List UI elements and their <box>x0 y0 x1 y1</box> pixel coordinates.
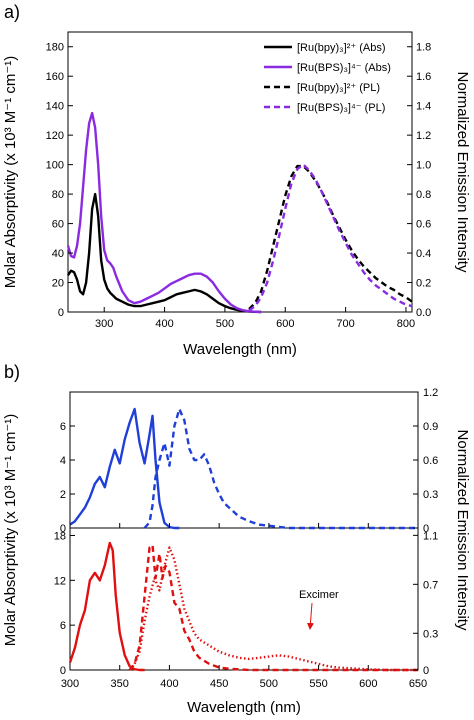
panel-a-y-ticks: 0 20 40 60 80 100 120 140 160 180 <box>46 42 73 319</box>
panel-b-x-tick-label: 600 <box>359 678 377 690</box>
panel-b-y-ticks: 0 2 4 6 0 6 12 18 <box>54 421 75 677</box>
legend-label-3: [Ru(BPS)₃]⁴⁻ (PL) <box>297 102 385 114</box>
panel-a-y-right-tick-label: 0.6 <box>416 219 431 231</box>
panel-a-y-right-tick-label: 1.6 <box>416 71 431 83</box>
panel-b-bottom-series-0-line <box>68 541 145 672</box>
panel-a-series-3-line <box>248 163 413 312</box>
panel-b-top-series-0-line <box>69 407 180 530</box>
panel-a-x-tick-label: 600 <box>276 318 294 330</box>
panel-b-x-tick-label: 350 <box>111 678 129 690</box>
panel-b-x-tick-label: 450 <box>210 678 228 690</box>
panel-a-y-tick-label: 40 <box>52 248 64 260</box>
excimer-annotation: Excimer <box>299 589 339 601</box>
panel-b-label: b) <box>4 362 20 382</box>
panel-a-y-right-tick-label: 0.2 <box>416 278 431 290</box>
panel-b-top-y-tick-label: 6 <box>60 421 66 433</box>
panel-b-bottom-y-right-tick-label: 0.3 <box>423 628 438 640</box>
panel-b-bottom-y-tick-label: 18 <box>54 530 66 542</box>
panel-a-y-tick-label: 60 <box>52 219 64 231</box>
panel-b-x-tick-label: 500 <box>260 678 278 690</box>
panel-b-bottom-y-tick-label: 12 <box>54 575 66 587</box>
panel-a-y-right-tick-label: 0.8 <box>416 189 431 201</box>
panel-b-top-y-tick-label: 4 <box>60 455 66 467</box>
panel-b-top-y-tick-label: 2 <box>60 489 66 501</box>
panel-a-y-tick-label: 180 <box>46 42 64 54</box>
panel-a-y-tick-label: 80 <box>52 189 64 201</box>
panel-a-x-tick-label: 400 <box>155 318 173 330</box>
panel-a: a) 300 400 500 600 700 800 0 20 40 60 80 100 120 140… <box>2 2 471 358</box>
panel-b-series <box>68 407 418 672</box>
panel-a-y-tick-label: 120 <box>46 130 64 142</box>
panel-b-x-tick-label: 550 <box>309 678 327 690</box>
panel-b-top-y-right-tick-label: 0.6 <box>423 455 438 467</box>
panel-a-label: a) <box>4 2 20 22</box>
panel-a-x-tick-label: 800 <box>397 318 415 330</box>
panel-a-y-right-tick-label: 1.4 <box>416 101 431 113</box>
panel-a-series-1-line <box>66 111 262 314</box>
panel-a-y-right-tick-label: 0.0 <box>416 307 431 319</box>
legend-label-0: [Ru(bpy)₃]²⁺ (Abs) <box>297 42 386 54</box>
panel-a-legend: [Ru(bpy)₃]²⁺ (Abs) [Ru(BPS)₃]⁴⁻ (Abs) [Ru(… <box>264 42 391 114</box>
panel-a-series-0-line <box>67 192 262 314</box>
panel-a-y-tick-label: 160 <box>46 71 64 83</box>
panel-a-x-ticks: 300 400 500 600 700 800 <box>95 307 415 330</box>
panel-b-x-tick-label: 650 <box>409 678 427 690</box>
panel-b-bottom-y-right-tick-label: 1.1 <box>423 530 438 542</box>
panel-b-y-axis-title-right: Normalized Emission Intensity <box>454 430 471 631</box>
panel-b-top-plot-frame <box>69 391 419 529</box>
panel-b-top-y-right-tick-label: 0.9 <box>423 421 438 433</box>
panel-a-series <box>66 111 413 314</box>
panel-b-x-axis-title: Wavelength (nm) <box>187 699 301 716</box>
panel-a-series-2-line <box>248 164 413 310</box>
panel-a-y-ticks-right: 0.0 0.2 0.4 0.6 0.8 1.0 1.2 1.4 1.6 1.8 <box>407 42 431 319</box>
legend-label-2: [Ru(bpy)₃]²⁺ (PL) <box>297 82 380 94</box>
panel-b-top-y-right-tick-label: 0 <box>423 523 429 535</box>
panel-b-bottom-y-tick-label: 0 <box>60 665 66 677</box>
panel-a-y-tick-label: 0 <box>58 307 64 319</box>
panel-b: b) 300 350 400 450 500 550 600 650 0 2 4 6 0 6 12 18 0… <box>2 362 471 716</box>
panel-a-x-tick-label: 500 <box>216 318 234 330</box>
panel-b-x-tick-label: 400 <box>160 678 178 690</box>
panel-b-top-y-right-tick-label: 0.3 <box>423 489 438 501</box>
panel-b-top-y-right-tick-label: 1.2 <box>423 387 438 399</box>
panel-a-y-right-tick-label: 1.2 <box>416 130 431 142</box>
panel-b-bottom-y-right-tick-label: 0 <box>423 665 429 677</box>
panel-b-bottom-series-1-line <box>128 543 418 672</box>
panel-a-y-right-tick-label: 0.4 <box>416 248 431 260</box>
panel-b-y-axis-title: Molar Absorptivity (x 10³ M⁻¹ cm⁻¹) <box>2 414 19 647</box>
panel-b-y-ticks-right: 0 0.3 0.6 0.9 1.2 0 0.3 0.7 1.1 <box>413 387 438 677</box>
panel-a-x-tick-label: 300 <box>95 318 113 330</box>
panel-a-y-right-tick-label: 1.8 <box>416 42 431 54</box>
panel-b-bottom-y-right-tick-label: 0.7 <box>423 579 438 591</box>
panel-a-plot-frame <box>67 31 413 313</box>
panel-a-y-tick-label: 140 <box>46 101 64 113</box>
excimer-arrow <box>306 602 314 630</box>
panel-a-y-right-tick-label: 1.0 <box>416 160 431 172</box>
panel-a-x-tick-label: 700 <box>336 318 354 330</box>
panel-a-y-tick-label: 100 <box>46 160 64 172</box>
panel-b-x-ticks: 300 350 400 450 500 550 600 650 <box>61 523 427 690</box>
panel-a-y-axis-title-right: Normalized Emission Intensity <box>454 72 471 273</box>
panel-b-top-y-tick-label: 0 <box>60 523 66 535</box>
panel-a-x-axis-title: Wavelength (nm) <box>183 341 297 358</box>
legend-label-1: [Ru(BPS)₃]⁴⁻ (Abs) <box>297 62 391 74</box>
panel-a-y-tick-label: 20 <box>52 278 64 290</box>
panel-b-x-tick-label: 300 <box>61 678 79 690</box>
panel-a-y-axis-title: Molar Absorptivity (x 10³ M⁻¹ cm⁻¹) <box>2 56 19 289</box>
panel-b-bottom-series-2-line <box>128 546 418 672</box>
panel-b-top-series-1-line <box>143 407 418 530</box>
panel-b-bottom-y-tick-label: 6 <box>60 620 66 632</box>
